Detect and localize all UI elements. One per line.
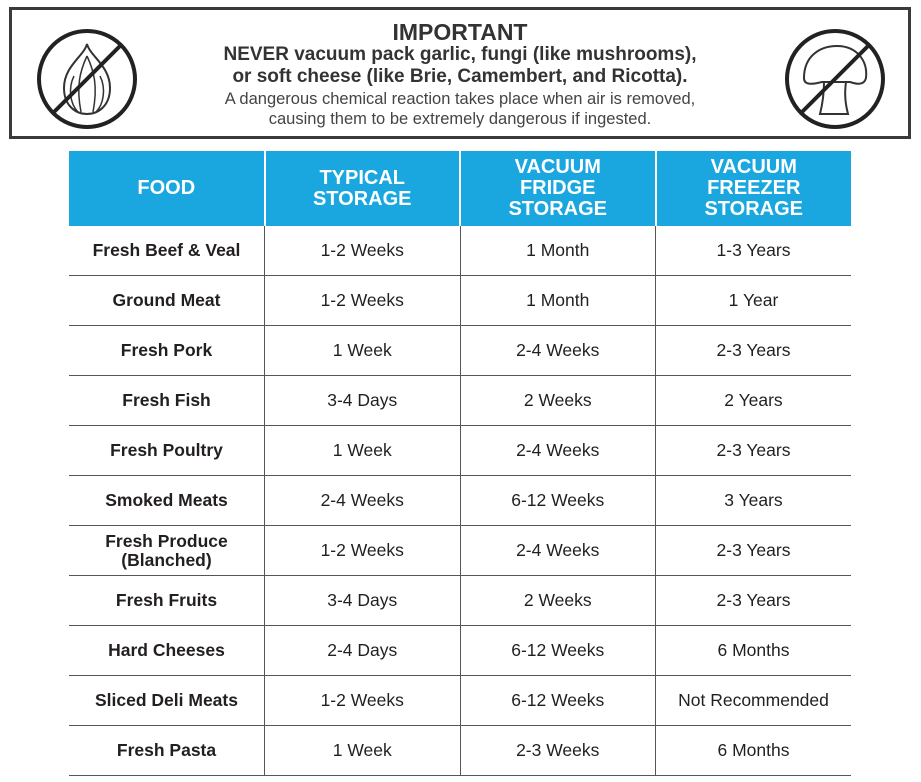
fridge-cell: 1 Month [459,226,656,276]
fridge-cell: 6-12 Weeks [459,625,656,676]
fridge-cell: 6-12 Weeks [459,675,656,726]
freezer-cell: 3 Years [655,475,851,526]
freezer-cell: 2-3 Years [655,575,851,626]
table-row: Smoked Meats 2-4 Weeks 6-12 Weeks 3 Years [69,475,851,526]
freezer-cell: 1 Year [655,275,851,326]
freezer-cell: 2-3 Years [655,425,851,476]
food-cell: Hard Cheeses [69,625,265,676]
table-row: Fresh Pasta 1 Week 2-3 Weeks 6 Months [69,725,851,776]
table-row: Sliced Deli Meats 1-2 Weeks 6-12 Weeks Not … [69,675,851,726]
food-cell: Fresh Fruits [69,575,265,626]
typical-cell: 1-2 Weeks [264,675,460,726]
freezer-cell: 2-3 Years [655,525,851,576]
warning-line-3: A dangerous chemical reaction takes plac… [224,90,696,108]
storage-table: FOOD TYPICAL STORAGE VACUUM FRIDGE STORAGE … [69,151,851,776]
freezer-cell: 2-3 Years [655,325,851,376]
typical-cell: 2-4 Weeks [264,475,460,526]
food-cell: Sliced Deli Meats [69,675,265,726]
food-cell: Fresh Pasta [69,725,265,776]
warning-line-2: or soft cheese (like Brie, Camembert, an… [232,66,688,87]
freezer-cell: 6 Months [655,625,851,676]
fridge-cell: 2 Weeks [459,375,656,426]
food-cell: Fresh Beef & Veal [69,226,265,276]
freezer-cell: 1-3 Years [655,226,851,276]
table-row: Hard Cheeses 2-4 Days 6-12 Weeks 6 Months [69,625,851,676]
typical-cell: 1-2 Weeks [264,226,460,276]
freezer-cell: 6 Months [655,725,851,776]
food-cell: Fresh Fish [69,375,265,426]
header-food: FOOD [69,151,265,226]
typical-cell: 2-4 Days [264,625,460,676]
no-garlic-icon [37,29,137,129]
freezer-cell: Not Recommended [655,675,851,726]
fridge-cell: 2 Weeks [459,575,656,626]
food-cell: Smoked Meats [69,475,265,526]
food-cell: Fresh Pork [69,325,265,376]
typical-cell: 1-2 Weeks [264,525,460,576]
freezer-cell: 2 Years [655,375,851,426]
food-cell: Fresh Produce (Blanched) [69,525,265,576]
fridge-cell: 2-3 Weeks [459,725,656,776]
fridge-cell: 1 Month [459,275,656,326]
typical-cell: 1 Week [264,725,460,776]
warning-line-1: NEVER vacuum pack garlic, fungi (like mu… [223,44,697,65]
table-row: Ground Meat 1-2 Weeks 1 Month 1 Year [69,275,851,326]
header-fridge: VACUUM FRIDGE STORAGE [459,151,656,226]
typical-cell: 1 Week [264,425,460,476]
fridge-cell: 2-4 Weeks [459,325,656,376]
fridge-cell: 2-4 Weeks [459,425,656,476]
typical-cell: 3-4 Days [264,375,460,426]
table-row: Fresh Poultry 1 Week 2-4 Weeks 2-3 Years [69,425,851,476]
header-typical: TYPICAL STORAGE [263,151,460,226]
fridge-cell: 6-12 Weeks [459,475,656,526]
food-cell: Fresh Poultry [69,425,265,476]
food-cell: Ground Meat [69,275,265,326]
typical-cell: 3-4 Days [264,575,460,626]
table-header-row: FOOD TYPICAL STORAGE VACUUM FRIDGE STORAGE … [69,151,851,226]
warning-box: IMPORTANT NEVER vacuum pack garlic, fung… [9,7,911,139]
table-row: Fresh Beef & Veal 1-2 Weeks 1 Month 1-3 Yea… [69,226,851,276]
table-row: Fresh Pork 1 Week 2-4 Weeks 2-3 Years [69,325,851,376]
typical-cell: 1-2 Weeks [264,275,460,326]
header-freezer: VACUUM FREEZER STORAGE [654,151,851,226]
no-mushroom-icon [785,29,885,129]
warning-title: IMPORTANT [392,19,528,45]
warning-line-4: causing them to be extremely dangerous i… [268,110,652,128]
table-row: Fresh Fruits 3-4 Days 2 Weeks 2-3 Years [69,575,851,626]
table-row: Fresh Fish 3-4 Days 2 Weeks 2 Years [69,375,851,426]
fridge-cell: 2-4 Weeks [459,525,656,576]
typical-cell: 1 Week [264,325,460,376]
table-row: Fresh Produce (Blanched) 1-2 Weeks 2-4 Week… [69,525,851,576]
